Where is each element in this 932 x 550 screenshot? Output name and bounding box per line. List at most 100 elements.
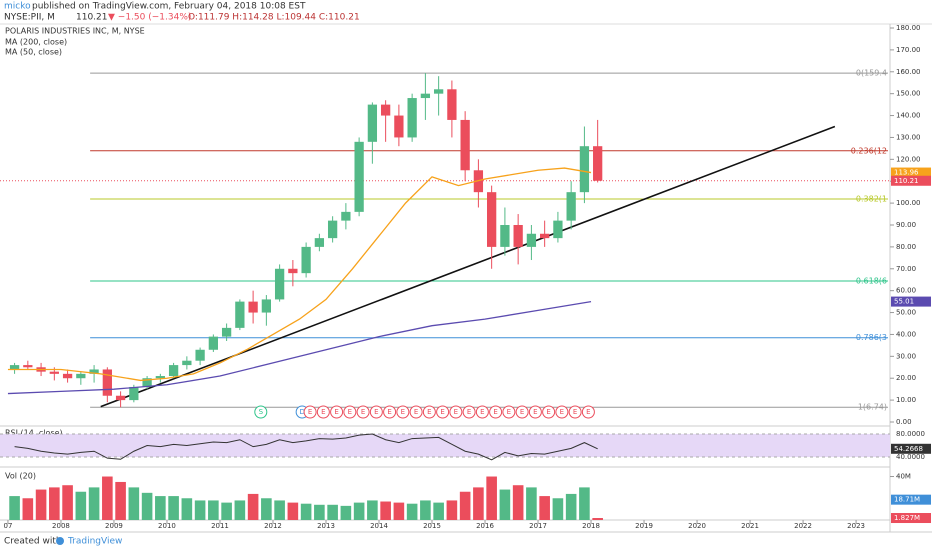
event-badge bbox=[303, 405, 317, 419]
y-tick-label: 120.00 bbox=[896, 155, 921, 163]
footer-brand[interactable]: TradingView bbox=[67, 537, 122, 547]
x-tick-label: 2020 bbox=[688, 522, 706, 530]
candle-body bbox=[460, 119, 470, 171]
volume-bar bbox=[367, 500, 378, 520]
ma-line bbox=[7, 167, 592, 382]
price-badge bbox=[891, 175, 931, 186]
event-badge bbox=[356, 405, 370, 419]
y-tick-label: 130.00 bbox=[896, 133, 921, 141]
x-tick-label: 2015 bbox=[423, 522, 441, 530]
event-label: E bbox=[334, 408, 338, 416]
x-tick-label: 2017 bbox=[529, 522, 547, 530]
event-label: E bbox=[533, 408, 537, 416]
candle-body bbox=[579, 146, 590, 193]
volume-bar bbox=[433, 502, 444, 520]
candle-body bbox=[248, 301, 258, 313]
x-tick-label: 07 bbox=[3, 522, 12, 530]
x-tick-label: 2018 bbox=[582, 522, 600, 530]
volume-bar bbox=[234, 500, 246, 520]
volume-bar bbox=[512, 485, 524, 520]
volume-bar bbox=[420, 500, 431, 520]
volume-bar bbox=[9, 496, 20, 520]
author[interactable]: micko bbox=[4, 2, 31, 12]
y-tick-label: 60.00 bbox=[896, 287, 916, 295]
candle-body bbox=[23, 365, 33, 368]
event-label: E bbox=[427, 408, 431, 416]
event-label: E bbox=[440, 408, 444, 416]
y-tick-label: 50.00 bbox=[896, 309, 916, 317]
fib-label: 0(159.4 bbox=[856, 69, 887, 78]
event-label: E bbox=[507, 408, 511, 416]
price-badge-label: 113.96 bbox=[894, 169, 919, 177]
candle-body bbox=[208, 336, 218, 350]
event-label: E bbox=[454, 408, 458, 416]
volume-bar bbox=[446, 500, 458, 520]
event-badge bbox=[542, 405, 556, 419]
volume-bar bbox=[579, 487, 590, 520]
event-label: E bbox=[308, 408, 312, 416]
volume-badge-label: 18.71M bbox=[894, 496, 920, 504]
event-badge bbox=[528, 405, 542, 419]
y-tick-label: 180.00 bbox=[896, 24, 921, 32]
candle-body bbox=[407, 98, 417, 138]
event-badge bbox=[254, 405, 268, 419]
candle-body bbox=[115, 395, 126, 401]
x-tick-label: 2016 bbox=[476, 522, 494, 530]
volume-bar bbox=[539, 496, 550, 520]
volume-bar bbox=[181, 498, 193, 520]
volume-bar bbox=[526, 487, 537, 520]
event-badge bbox=[449, 405, 463, 419]
y-tick-label: 170.00 bbox=[896, 46, 921, 54]
x-tick-label: 2008 bbox=[52, 522, 70, 530]
volume-bar bbox=[102, 476, 113, 520]
event-label: D bbox=[299, 408, 304, 416]
volume-bar bbox=[380, 501, 391, 520]
candle-body bbox=[367, 104, 378, 142]
volume-bar bbox=[406, 503, 418, 520]
y-tick-label: 100.00 bbox=[896, 199, 921, 207]
event-label: E bbox=[361, 408, 365, 416]
event-badge bbox=[316, 405, 330, 419]
fib-label: 0.382(1 bbox=[856, 194, 887, 203]
y-tick-label: 40.00 bbox=[896, 330, 916, 338]
candle-body bbox=[235, 301, 245, 328]
event-badge bbox=[475, 405, 489, 419]
candle-body bbox=[301, 246, 311, 274]
event-label: E bbox=[493, 408, 497, 416]
candle-body bbox=[155, 376, 165, 379]
event-label: E bbox=[480, 408, 484, 416]
fib-label: 0.236(12 bbox=[851, 146, 887, 155]
volume-bar bbox=[274, 500, 285, 520]
y-tick-label: 90.00 bbox=[896, 221, 916, 229]
y-tick-label: 40.0000 bbox=[896, 453, 925, 461]
candle-body bbox=[142, 378, 152, 387]
candle-body bbox=[182, 360, 192, 366]
event-label: E bbox=[560, 408, 564, 416]
trend-line bbox=[100, 125, 836, 408]
volume-bar bbox=[49, 487, 60, 520]
rsi-band bbox=[0, 433, 890, 457]
x-tick-label: 2022 bbox=[794, 522, 812, 530]
candle-body bbox=[354, 141, 364, 212]
x-tick-label: 2019 bbox=[635, 522, 653, 530]
y-tick-label: 140.00 bbox=[896, 112, 921, 120]
volume-bar bbox=[88, 487, 100, 520]
volume-bar bbox=[194, 500, 206, 520]
event-badge bbox=[555, 405, 569, 419]
logo bbox=[56, 537, 64, 545]
y-tick-label: 30.00 bbox=[896, 352, 916, 360]
volume-bar bbox=[314, 504, 325, 520]
event-badge bbox=[369, 405, 383, 419]
candle-body bbox=[9, 365, 20, 370]
event-badge bbox=[436, 405, 450, 419]
candle-body bbox=[261, 299, 272, 313]
volume-bar bbox=[340, 505, 352, 520]
event-badge bbox=[581, 405, 595, 419]
volume-bar bbox=[128, 487, 140, 520]
candle-body bbox=[327, 220, 338, 239]
candle-body bbox=[420, 93, 431, 99]
event-badge bbox=[489, 405, 503, 419]
y-tick-label: 80.0000 bbox=[896, 430, 925, 438]
event-badge bbox=[568, 405, 582, 419]
